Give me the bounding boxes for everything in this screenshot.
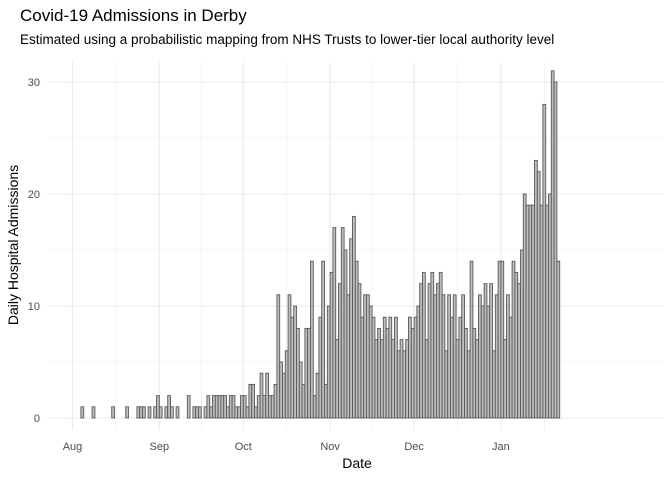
- bar: [147, 406, 152, 419]
- bar: [251, 383, 255, 419]
- bar: [142, 406, 146, 419]
- bar: [186, 395, 191, 419]
- bar: [332, 227, 337, 419]
- x-axis-label: Date: [342, 455, 372, 471]
- bar: [310, 260, 314, 419]
- y-tick-label: 0: [34, 413, 40, 425]
- x-tick-label: Jan: [492, 441, 510, 453]
- x-tick-label: Oct: [235, 441, 252, 453]
- x-tick-label: Nov: [320, 441, 340, 453]
- chart-title: Covid-19 Admissions in Derby: [20, 6, 247, 25]
- bar: [125, 406, 129, 419]
- y-tick-label: 30: [28, 77, 40, 89]
- chart-subtitle: Estimated using a probabilistic mapping …: [20, 32, 554, 47]
- bar: [170, 406, 174, 419]
- x-axis-ticks: Aug Sep Oct Nov Dec Jan: [63, 441, 510, 453]
- bar: [198, 406, 202, 419]
- bar: [276, 294, 281, 419]
- y-axis-label: Daily Hospital Admissions: [5, 165, 21, 325]
- y-tick-label: 10: [28, 301, 40, 313]
- bar: [553, 81, 558, 419]
- x-tick-label: Sep: [150, 441, 170, 453]
- x-tick-label: Aug: [63, 441, 83, 453]
- x-tick-label: Dec: [404, 441, 424, 453]
- bar: [158, 406, 163, 419]
- bars: [80, 70, 561, 419]
- y-axis-ticks: 0 10 20 30: [28, 77, 40, 425]
- bar: [175, 406, 180, 419]
- bar: [91, 406, 96, 419]
- bar: [556, 260, 561, 419]
- bar: [80, 406, 85, 419]
- bar: [321, 260, 325, 419]
- y-tick-label: 20: [28, 189, 40, 201]
- bar: [111, 406, 115, 419]
